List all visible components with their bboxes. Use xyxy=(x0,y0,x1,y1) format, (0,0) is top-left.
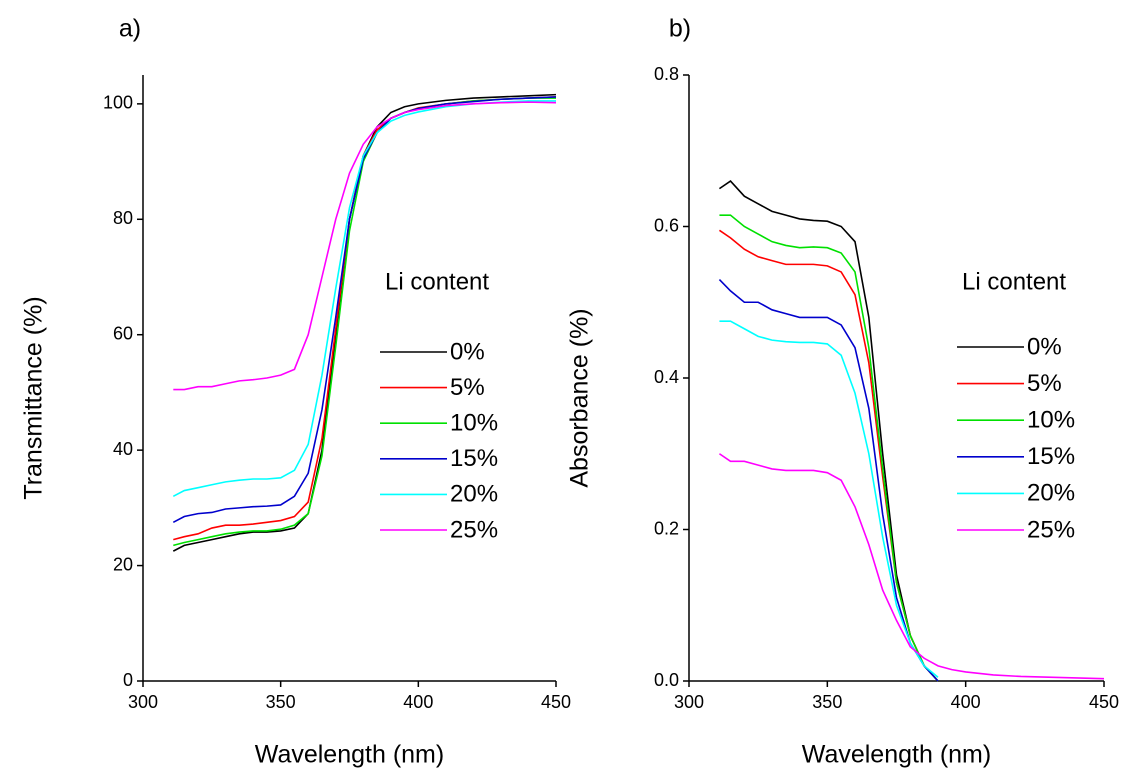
legend-label: 5% xyxy=(450,374,485,401)
series-line xyxy=(173,96,557,541)
legend-label: 25% xyxy=(1027,516,1075,543)
y-tick-label: 20 xyxy=(113,554,133,574)
series-line xyxy=(172,96,557,523)
legend-label: 5% xyxy=(1027,370,1062,397)
legend-label: 10% xyxy=(1027,407,1075,434)
series-line xyxy=(172,93,557,552)
legend-label: 25% xyxy=(450,516,498,543)
y-tick-label: 60 xyxy=(113,323,133,343)
legend-title: Li content xyxy=(385,268,489,295)
y-tick-label: 0.0 xyxy=(654,670,679,690)
series-line xyxy=(173,101,557,391)
y-tick-label: 80 xyxy=(113,208,133,228)
y-tick-label: 0.4 xyxy=(654,367,679,387)
y-tick-label: 0.8 xyxy=(654,64,679,84)
x-tick-label: 350 xyxy=(812,692,842,712)
legend-label: 15% xyxy=(1027,443,1075,470)
x-tick-label: 450 xyxy=(541,692,571,712)
legend-label: 20% xyxy=(450,481,498,508)
series-line xyxy=(718,179,939,682)
y-tick-label: 0 xyxy=(123,670,133,690)
x-tick-label: 400 xyxy=(403,692,433,712)
legend-label: 15% xyxy=(450,445,498,472)
x-tick-label: 300 xyxy=(674,692,704,712)
x-tick-label: 450 xyxy=(1089,692,1119,712)
series-line xyxy=(718,453,1105,680)
series-line xyxy=(173,97,556,547)
x-tick-label: 400 xyxy=(951,692,981,712)
legend-label: 10% xyxy=(450,410,498,437)
y-axis-label: Absorbance (%) xyxy=(566,308,594,487)
legend-label: 0% xyxy=(450,338,485,365)
panel-label: b) xyxy=(669,15,691,43)
x-axis-label: Wavelength (nm) xyxy=(255,741,444,769)
legend-title: Li content xyxy=(962,268,1066,295)
legend-label: 0% xyxy=(1027,333,1062,360)
series-line xyxy=(719,214,939,682)
y-axis-label: Transmittance (%) xyxy=(20,296,48,499)
legend-label: 20% xyxy=(1027,480,1075,507)
series-line xyxy=(172,100,556,498)
y-tick-label: 40 xyxy=(113,439,133,459)
y-tick-label: 0.6 xyxy=(654,215,679,235)
y-tick-label: 0.2 xyxy=(654,518,679,538)
panel-label: a) xyxy=(119,15,141,43)
series-line xyxy=(719,320,939,678)
series-line xyxy=(718,278,939,682)
x-tick-label: 350 xyxy=(266,692,296,712)
y-tick-label: 100 xyxy=(103,93,133,113)
x-axis-label: Wavelength (nm) xyxy=(802,741,991,769)
x-tick-label: 300 xyxy=(128,692,158,712)
